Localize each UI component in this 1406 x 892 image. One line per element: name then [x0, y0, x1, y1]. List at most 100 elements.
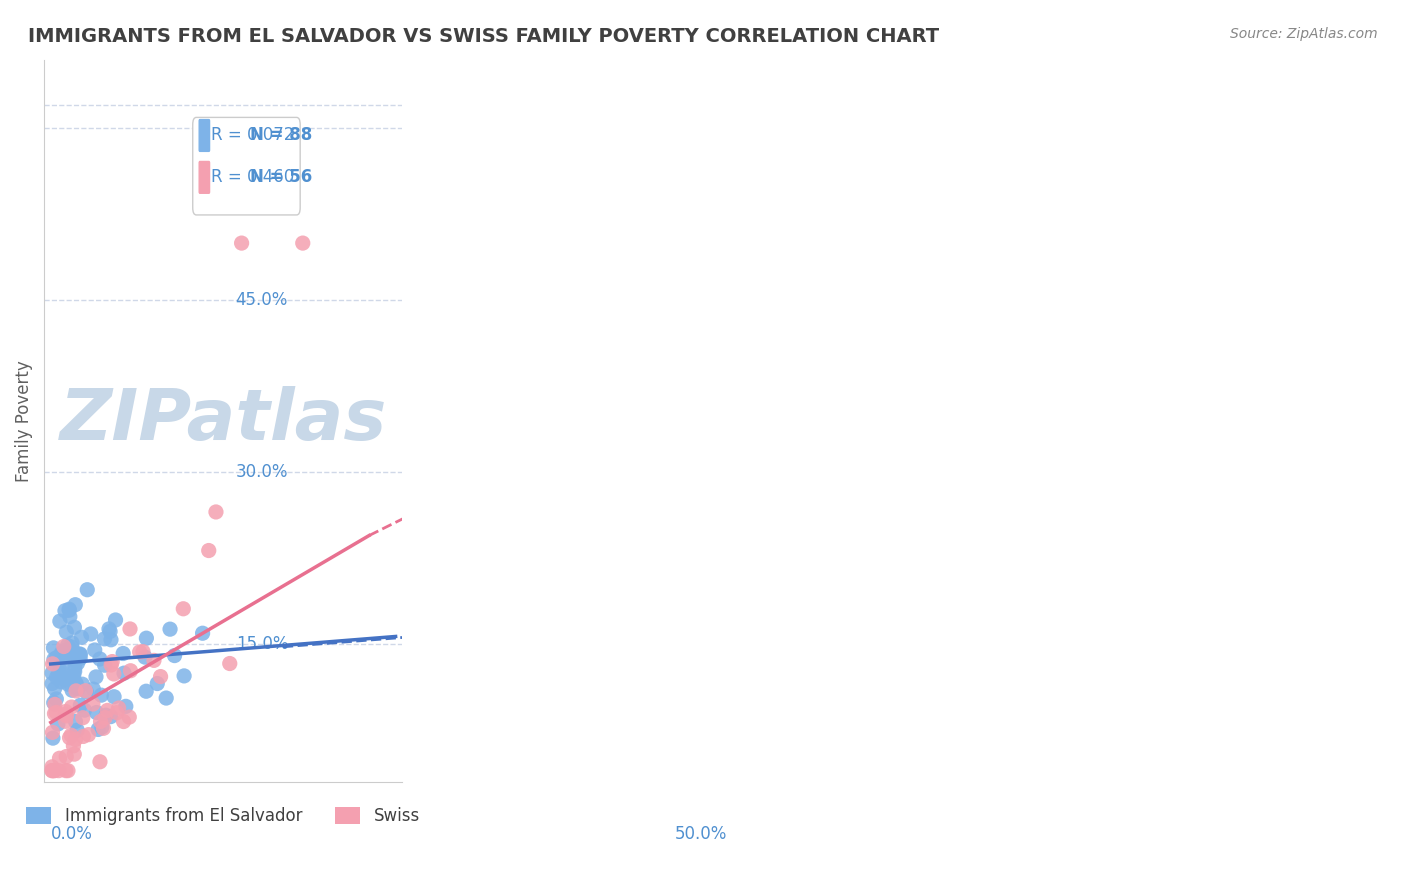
Point — [45, 670, 67, 684]
Point — [56, 639, 79, 653]
FancyBboxPatch shape — [200, 161, 209, 194]
Point — [41, 657, 63, 671]
Point — [56, 677, 79, 691]
Point — [82, 682, 104, 697]
Point — [90, 720, 112, 734]
Point — [60, 683, 83, 698]
Point — [63, 665, 86, 679]
Point — [94, 711, 117, 725]
Point — [53, 707, 76, 722]
Point — [41, 665, 63, 680]
FancyBboxPatch shape — [193, 118, 299, 215]
Point — [112, 714, 135, 729]
Point — [48, 665, 70, 680]
Point — [65, 677, 87, 691]
Point — [59, 609, 82, 624]
Point — [87, 723, 110, 737]
Point — [55, 649, 77, 664]
Point — [62, 649, 84, 664]
Point — [42, 764, 65, 778]
Point — [218, 657, 240, 671]
Point — [89, 755, 111, 769]
Point — [70, 630, 93, 644]
Point — [172, 601, 194, 615]
Text: N = 56: N = 56 — [250, 169, 312, 186]
Point — [134, 650, 156, 665]
Point — [41, 764, 63, 778]
Text: 30.0%: 30.0% — [236, 464, 288, 482]
Y-axis label: Family Poverty: Family Poverty — [15, 360, 32, 482]
Point — [63, 675, 86, 690]
Point — [49, 674, 72, 689]
Point — [100, 709, 122, 723]
Point — [55, 764, 77, 778]
Point — [65, 732, 87, 747]
Point — [93, 658, 115, 673]
Point — [112, 647, 135, 661]
Point — [41, 725, 63, 739]
Point — [58, 603, 80, 617]
Point — [65, 598, 87, 612]
Point — [55, 709, 77, 723]
Point — [53, 604, 76, 618]
Point — [100, 658, 122, 673]
Point — [80, 627, 103, 641]
Point — [84, 670, 107, 684]
Point — [173, 669, 195, 683]
Point — [48, 764, 70, 778]
Point — [142, 653, 165, 667]
Point — [52, 640, 75, 654]
Point — [55, 643, 77, 657]
Point — [58, 731, 80, 745]
Point — [55, 714, 77, 729]
Point — [58, 602, 80, 616]
Point — [62, 668, 84, 682]
Point — [48, 751, 70, 765]
Point — [76, 582, 98, 597]
Point — [77, 728, 100, 742]
Text: 15.0%: 15.0% — [236, 635, 288, 654]
Point — [53, 644, 76, 658]
Point — [63, 661, 86, 675]
Point — [73, 703, 96, 717]
Point — [41, 676, 63, 690]
Point — [107, 701, 129, 715]
Point — [42, 640, 65, 655]
Point — [41, 760, 63, 774]
Point — [45, 650, 67, 665]
Point — [44, 706, 66, 721]
Point — [93, 722, 115, 736]
Point — [55, 749, 77, 764]
Point — [104, 613, 127, 627]
Point — [52, 670, 75, 684]
Point — [159, 622, 181, 636]
Point — [45, 706, 67, 720]
Point — [120, 664, 142, 678]
Point — [56, 764, 79, 778]
Point — [55, 673, 77, 687]
Text: R = 0.072: R = 0.072 — [211, 127, 295, 145]
Point — [42, 696, 65, 710]
Text: 60.0%: 60.0% — [236, 120, 288, 137]
Text: 0.0%: 0.0% — [51, 825, 93, 844]
Point — [66, 656, 89, 670]
Point — [63, 620, 86, 634]
Point — [49, 664, 72, 678]
Point — [132, 645, 155, 659]
Point — [96, 703, 118, 717]
Point — [103, 690, 125, 704]
Point — [63, 747, 86, 761]
Point — [89, 652, 111, 666]
Point — [44, 764, 66, 778]
Point — [94, 708, 117, 723]
Text: ZIPatlas: ZIPatlas — [59, 386, 387, 455]
Point — [105, 706, 128, 720]
Point — [149, 670, 172, 684]
Point — [60, 640, 83, 654]
Point — [60, 636, 83, 650]
Point — [65, 684, 87, 698]
Point — [60, 700, 83, 714]
Point — [69, 698, 91, 713]
Text: IMMIGRANTS FROM EL SALVADOR VS SWISS FAMILY POVERTY CORRELATION CHART: IMMIGRANTS FROM EL SALVADOR VS SWISS FAM… — [28, 27, 939, 45]
Point — [118, 710, 141, 724]
